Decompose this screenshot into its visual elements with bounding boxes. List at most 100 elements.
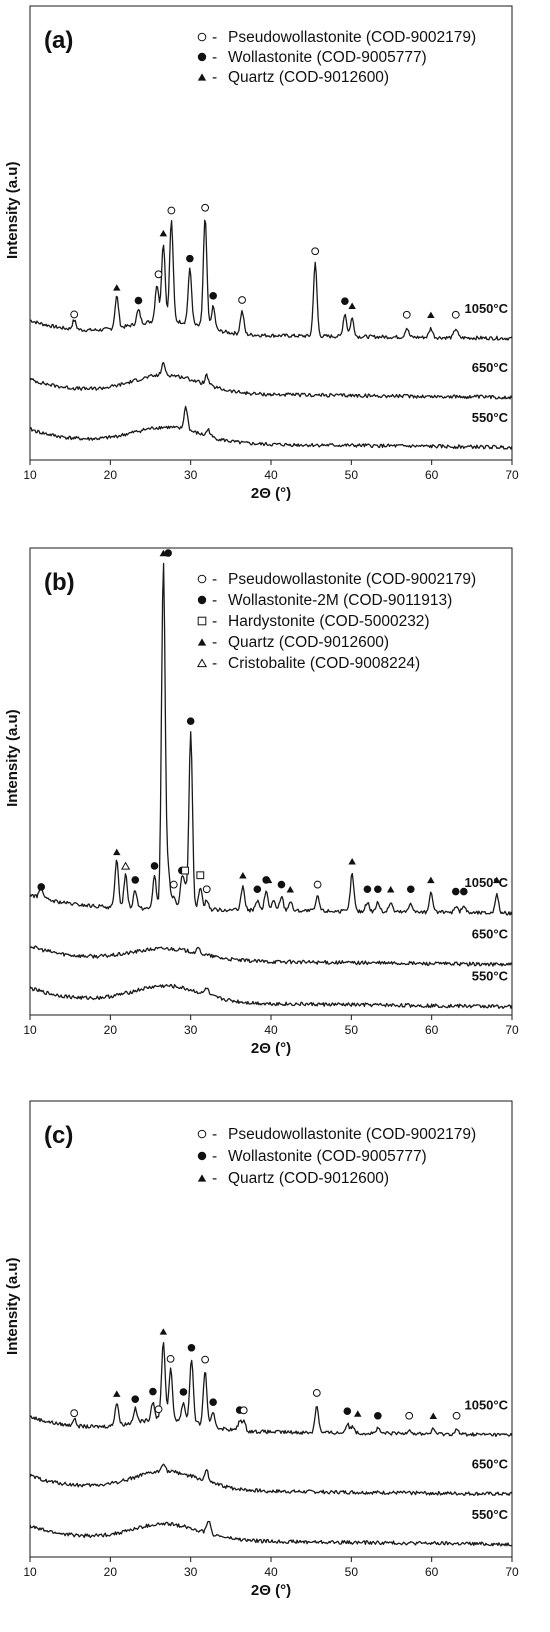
legend-entry: Wollastonite-2M (COD-9011913)	[228, 592, 452, 609]
series-label: 650°C	[472, 1457, 509, 1472]
x-tick-label: 50	[345, 1023, 359, 1037]
trace-650°C	[29, 1463, 513, 1496]
peak-marker-filled-triangle	[492, 876, 501, 884]
legend-marker-filled-circle	[197, 1151, 207, 1161]
x-tick-label: 50	[345, 1565, 359, 1579]
peak-marker-filled-circle	[460, 887, 468, 896]
peak-marker-filled-triangle	[113, 284, 121, 291]
series-650°C: 650°C	[29, 360, 513, 400]
series-1050°C: 1050°C	[29, 549, 513, 916]
peak-marker-open-circle	[238, 296, 246, 304]
series-550°C: 550°C	[29, 1507, 513, 1547]
legend-entry: Pseudowollastonite (COD-9002179)	[228, 571, 476, 588]
x-tick-label: 20	[104, 1023, 118, 1037]
trace-650°C	[29, 945, 513, 967]
legend-dash: -	[212, 592, 217, 609]
peak-marker-filled-circle	[134, 296, 143, 305]
peak-marker-filled-circle	[186, 717, 195, 725]
legend-entry: Quartz (COD-9012600)	[228, 634, 389, 651]
peak-marker-filled-triangle	[113, 848, 121, 856]
x-tick-label: 40	[264, 468, 278, 482]
legend-marker-open-circle	[197, 574, 207, 584]
x-tick-label: 60	[425, 1565, 439, 1579]
peak-marker-open-circle	[311, 247, 320, 256]
panel-a: 10 20 30 40 50 60 70 2Θ (°) Intensity (a.u) (a) - P…	[0, 0, 550, 540]
peak-marker-filled-circle	[374, 1411, 382, 1420]
series-label: 1050°C	[464, 875, 508, 890]
x-tick-label: 30	[184, 1023, 198, 1037]
peak-marker-filled-circle	[343, 1407, 352, 1415]
legend-entry: Hardystonite (COD-5000232)	[228, 613, 430, 630]
peak-marker-filled-triangle	[348, 302, 356, 309]
x-tick-label: 20	[104, 468, 118, 482]
legend: - Pseudowollastonite (COD-9002179)- Wollas…	[196, 571, 476, 672]
panel-b: 10 20 30 40 50 60 70 2Θ (°) Intensity (a.u) (b) - P…	[0, 540, 550, 1095]
legend-entry: Wollastonite (COD-9005777)	[228, 49, 427, 66]
legend-dash: -	[212, 1170, 217, 1187]
series-label: 650°C	[472, 360, 509, 375]
peak-marker-open-circle	[402, 310, 411, 319]
peak-marker-filled-circle	[209, 292, 217, 300]
series-1050°C: 1050°C	[29, 1328, 513, 1438]
peak-marker-open-circle	[154, 1405, 163, 1414]
y-axis-title: Intensity (a.u)	[4, 162, 21, 260]
peak-marker-open-circle	[239, 1406, 248, 1415]
peak-marker-open-circle	[167, 206, 176, 215]
peak-marker-open-circle	[313, 880, 322, 889]
peak-marker-filled-triangle	[239, 872, 247, 879]
x-tick-label: 40	[264, 1023, 278, 1037]
peak-marker-filled-triangle	[264, 876, 273, 884]
peak-marker-open-circle	[201, 1355, 210, 1364]
peak-marker-filled-circle	[209, 1398, 217, 1406]
peak-marker-open-circle	[154, 270, 163, 279]
peak-marker-filled-circle	[406, 885, 415, 894]
panel-label: (a)	[44, 27, 73, 54]
peak-marker-filled-triangle	[113, 1390, 121, 1397]
peak-marker-filled-circle	[150, 862, 159, 870]
series-label: 550°C	[472, 410, 509, 425]
y-axis-title: Intensity (a.u)	[4, 709, 21, 807]
peak-marker-filled-circle	[363, 885, 372, 894]
y-axis-title: Intensity (a.u)	[4, 1257, 21, 1355]
legend-marker-open-circle	[197, 32, 207, 42]
trace-550°C	[29, 405, 513, 450]
series-650°C: 650°C	[29, 1457, 513, 1496]
x-tick-label: 70	[505, 1023, 519, 1037]
peak-marker-open-circle	[405, 1411, 414, 1420]
series-1050°C: 1050°C	[29, 203, 513, 341]
x-tick-label: 70	[505, 468, 519, 482]
series-label: 1050°C	[464, 1397, 508, 1412]
legend-dash: -	[212, 613, 217, 630]
legend-dash: -	[212, 634, 217, 651]
peak-marker-filled-triangle	[427, 876, 435, 884]
legend-dash: -	[212, 1126, 217, 1143]
legend-entry: Pseudowollastonite (COD-9002179)	[228, 1126, 476, 1143]
peak-marker-open-circle	[70, 310, 79, 319]
peak-marker-open-circle	[201, 203, 210, 212]
peak-marker-filled-circle	[187, 1343, 196, 1352]
x-tick-label: 10	[23, 468, 37, 482]
series-550°C: 550°C	[29, 405, 513, 450]
peak-marker-filled-circle	[374, 885, 382, 894]
x-tick-label: 10	[23, 1565, 37, 1579]
x-axis-title: 2Θ (°)	[251, 485, 291, 502]
peak-marker-filled-triangle	[354, 1410, 362, 1417]
peak-marker-filled-triangle	[159, 229, 168, 237]
legend-marker-open-triangle	[196, 658, 208, 668]
legend-marker-open-square	[197, 616, 207, 626]
trace-550°C	[29, 983, 513, 1009]
peak-marker-open-circle	[70, 1409, 79, 1418]
series-550°C: 550°C	[29, 969, 513, 1009]
peak-marker-open-circle	[312, 1389, 321, 1397]
legend-entry: Quartz (COD-9012600)	[228, 69, 389, 86]
legend-dash: -	[212, 49, 217, 66]
peak-marker-filled-triangle	[386, 886, 395, 893]
legend-dash: -	[212, 571, 217, 588]
peak-marker-open-circle	[452, 1411, 461, 1420]
x-axis-title: 2Θ (°)	[251, 1040, 291, 1057]
peak-marker-open-square	[181, 866, 189, 875]
x-tick-label: 10	[23, 1023, 37, 1037]
